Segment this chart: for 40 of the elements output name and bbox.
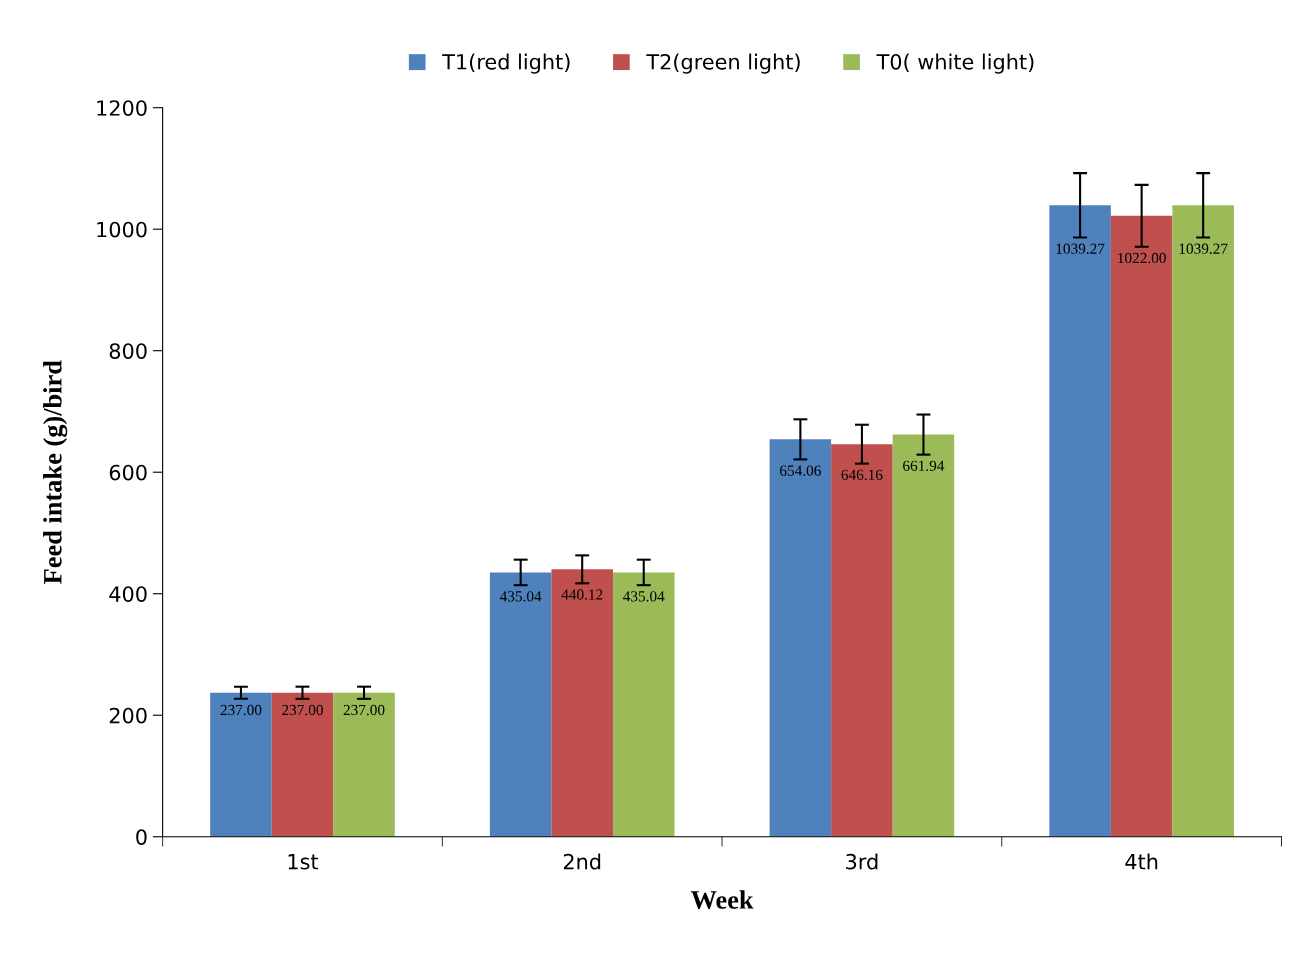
bar (892, 434, 955, 837)
bar (333, 692, 395, 837)
data-label: 1039.27 (1056, 243, 1105, 254)
y-tick-label: 0 (136, 829, 147, 845)
y-axis-title: Feed intake (g)/bird (43, 360, 68, 584)
data-label: 646.16 (841, 469, 883, 480)
bar (210, 692, 272, 837)
legend-label: T1(red light) (442, 53, 570, 74)
x-tick-label: 1st (288, 854, 319, 870)
data-label: 440.12 (561, 589, 603, 600)
y-tick-label: 600 (109, 464, 147, 481)
data-label: 237.00 (220, 704, 262, 716)
y-tick-label: 400 (109, 586, 147, 602)
data-label: 1039.27 (1179, 243, 1228, 254)
x-axis-title: Week (690, 890, 754, 909)
bar (769, 439, 832, 837)
data-label: 237.00 (343, 704, 385, 716)
data-label: 435.04 (499, 591, 542, 602)
bar (1172, 205, 1234, 837)
x-tick-label: 4th (1125, 853, 1158, 870)
data-label: 237.00 (282, 704, 323, 716)
y-tick-label: 800 (109, 343, 147, 359)
y-tick-label: 200 (109, 707, 147, 724)
y-tick-label: 1200 (97, 100, 147, 116)
bar (271, 692, 334, 837)
bar (489, 572, 552, 837)
bar (612, 572, 675, 837)
data-label: 435.04 (623, 591, 665, 602)
data-label: 654.06 (780, 465, 821, 476)
x-tick-label: 3rd (846, 853, 878, 870)
legend-label: T2(green light) (646, 53, 800, 74)
bar (551, 569, 613, 837)
y-tick-label: 1000 (97, 221, 147, 238)
bar (1049, 205, 1111, 837)
data-label: 661.94 (903, 460, 945, 471)
legend-label: T0( white light) (876, 53, 1034, 74)
data-label: 1022.00 (1118, 252, 1166, 264)
x-tick-label: 2nd (563, 853, 601, 870)
bar (1110, 215, 1173, 837)
bar (831, 444, 893, 837)
